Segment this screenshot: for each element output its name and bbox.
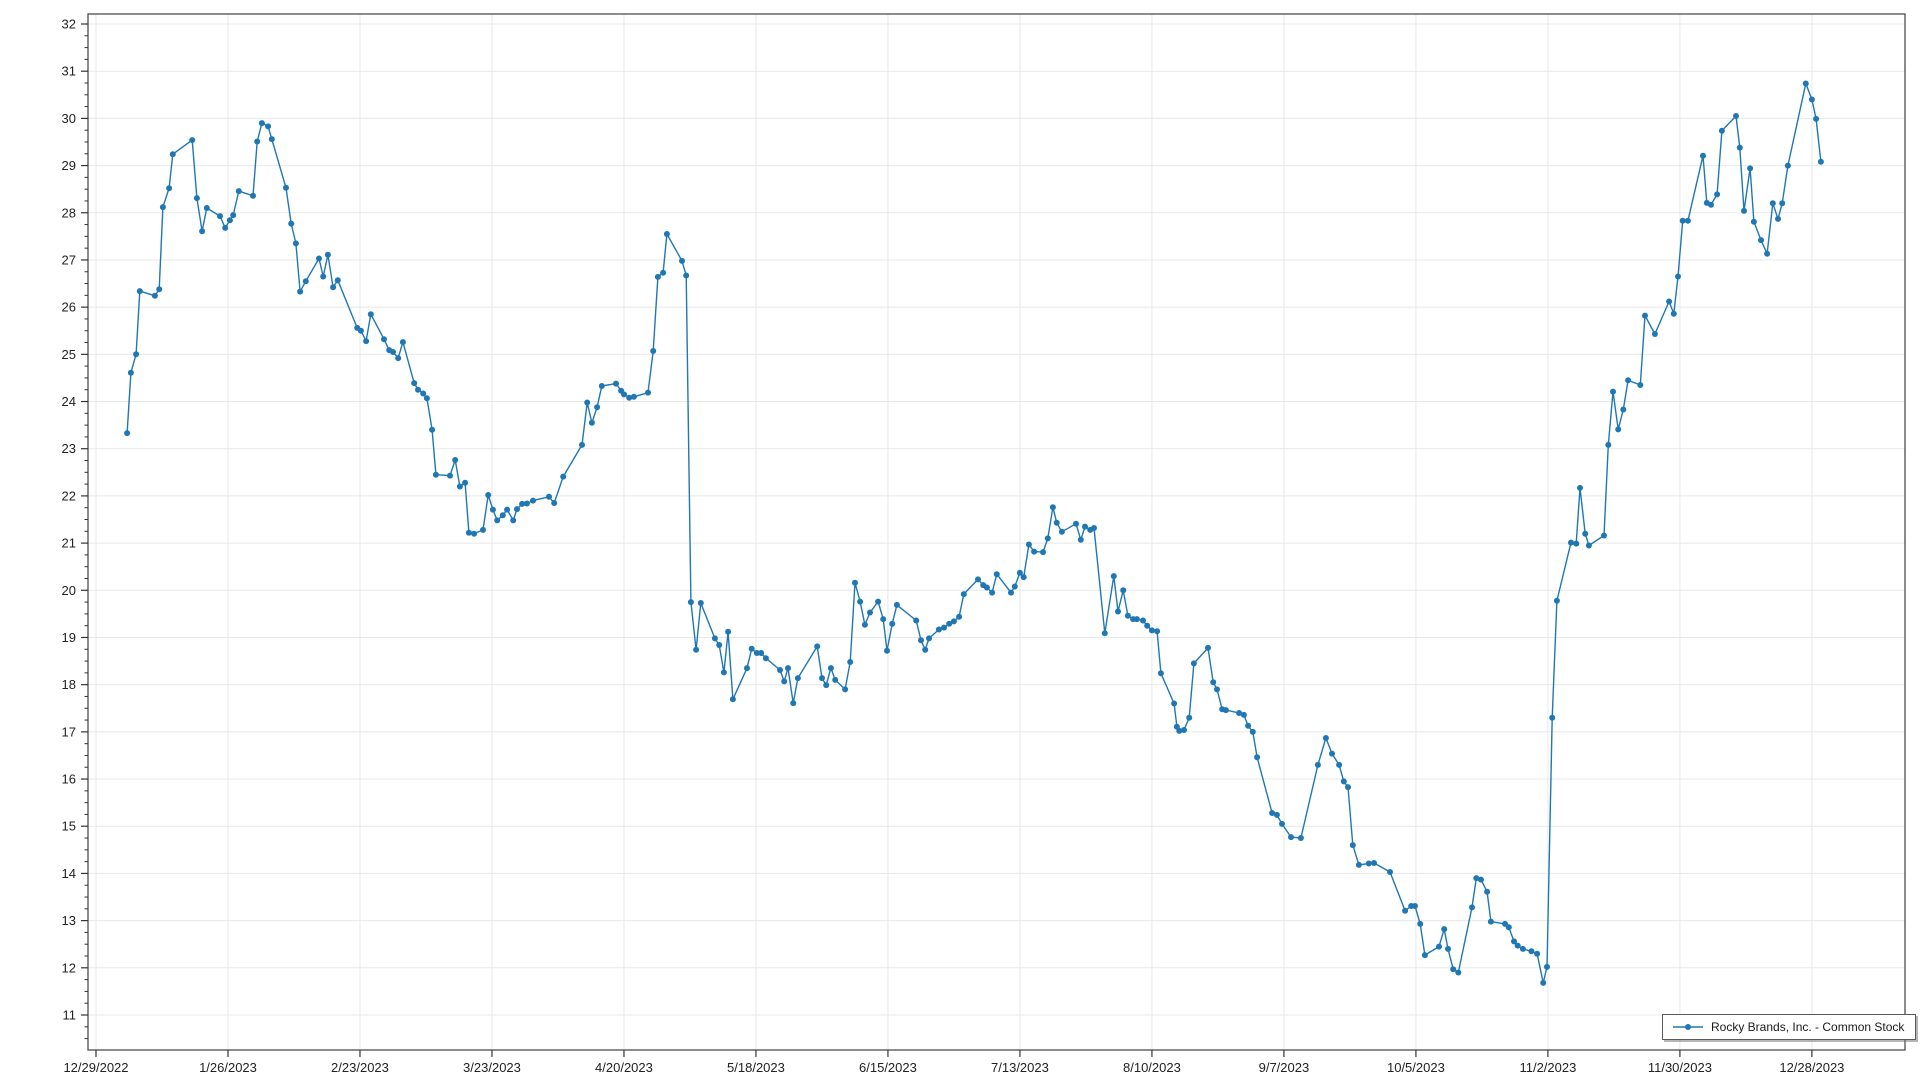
axis-tick-labels: 11 12 13 14 15 16 17 18 19 20 21 22 23 24 25 26 27 28 29 30… — [62, 17, 1845, 1076]
svg-text:5/18/2023: 5/18/2023 — [727, 1060, 785, 1075]
svg-text:30: 30 — [62, 111, 76, 126]
svg-text:26: 26 — [62, 300, 76, 315]
svg-text:11/30/2023: 11/30/2023 — [1648, 1060, 1712, 1075]
svg-text:2/23/2023: 2/23/2023 — [331, 1060, 389, 1075]
svg-text:24: 24 — [62, 394, 76, 409]
legend-box[interactable]: Rocky Brands, Inc. - Common Stock — [1662, 1014, 1917, 1040]
svg-text:11: 11 — [63, 1008, 77, 1023]
legend-line-marker-icon — [1673, 1024, 1703, 1030]
svg-text:6/15/2023: 6/15/2023 — [859, 1060, 917, 1075]
svg-text:3/23/2023: 3/23/2023 — [463, 1060, 521, 1075]
svg-text:20: 20 — [62, 583, 76, 598]
svg-text:32: 32 — [62, 17, 76, 32]
plot-frame — [87, 13, 1906, 1051]
svg-text:15: 15 — [62, 819, 76, 834]
axis-ticks — [81, 23, 1813, 1057]
svg-text:27: 27 — [62, 252, 76, 267]
svg-text:4/20/2023: 4/20/2023 — [595, 1060, 653, 1075]
grid-lines — [88, 14, 1905, 1050]
svg-text:23: 23 — [62, 441, 76, 456]
legend-series-label: Rocky Brands, Inc. - Common Stock — [1711, 1020, 1905, 1034]
svg-text:17: 17 — [62, 724, 76, 739]
svg-text:16: 16 — [62, 772, 76, 787]
svg-text:12/28/2023: 12/28/2023 — [1779, 1060, 1844, 1075]
svg-text:12: 12 — [62, 960, 76, 975]
svg-text:14: 14 — [62, 866, 76, 881]
svg-text:18: 18 — [62, 677, 76, 692]
svg-text:1/26/2023: 1/26/2023 — [199, 1060, 257, 1075]
svg-text:11/2/2023: 11/2/2023 — [1519, 1060, 1576, 1075]
svg-text:13: 13 — [62, 913, 76, 928]
svg-text:25: 25 — [62, 347, 76, 362]
svg-text:22: 22 — [62, 488, 76, 503]
svg-text:7/13/2023: 7/13/2023 — [991, 1060, 1049, 1075]
svg-text:19: 19 — [62, 630, 76, 645]
svg-text:12/29/2022: 12/29/2022 — [63, 1060, 128, 1075]
svg-text:9/7/2023: 9/7/2023 — [1259, 1060, 1310, 1075]
svg-text:29: 29 — [62, 158, 76, 173]
svg-text:21: 21 — [62, 536, 76, 551]
svg-text:31: 31 — [62, 64, 76, 79]
svg-text:10/5/2023: 10/5/2023 — [1387, 1060, 1445, 1075]
svg-text:8/10/2023: 8/10/2023 — [1123, 1060, 1181, 1075]
price-line-series — [124, 80, 1824, 986]
svg-text:28: 28 — [62, 205, 76, 220]
